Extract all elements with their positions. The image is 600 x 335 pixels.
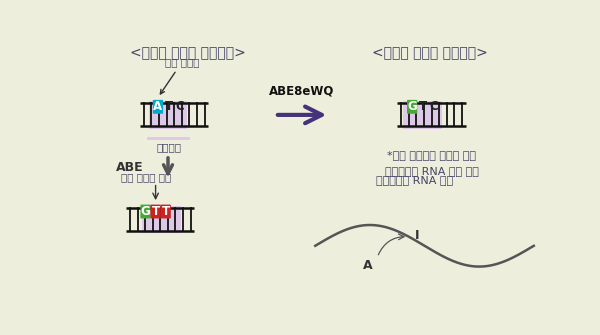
Text: A: A (363, 259, 373, 272)
Text: G: G (140, 205, 151, 218)
Text: C: C (175, 100, 184, 113)
Text: T: T (161, 205, 170, 218)
Text: T: T (152, 205, 160, 218)
Text: I: I (415, 228, 420, 242)
Bar (149, 101, 187, 129)
FancyBboxPatch shape (407, 100, 417, 114)
Text: <초정밀 아데닌 염기교정>: <초정밀 아데닌 염기교정> (372, 46, 488, 60)
Text: <기존의 아데닌 염기교정>: <기존의 아데닌 염기교정> (130, 46, 245, 60)
Text: 무작위적인 RNA 변이: 무작위적인 RNA 변이 (376, 175, 453, 185)
Bar (403, 101, 442, 129)
Text: G: G (407, 100, 417, 113)
FancyBboxPatch shape (161, 205, 171, 218)
Text: ABE: ABE (116, 161, 143, 174)
Text: C: C (430, 100, 438, 113)
Text: *표적 아데닌만 정확히 교정: *표적 아데닌만 정확히 교정 (387, 149, 476, 159)
Text: T: T (165, 100, 173, 113)
Text: 표적 아데닌: 표적 아데닌 (160, 57, 199, 94)
Text: 무작위적인 RNA 변이 없음: 무작위적인 RNA 변이 없음 (385, 166, 478, 176)
Bar (142, 206, 181, 233)
FancyArrowPatch shape (278, 107, 322, 123)
Text: 작동범위: 작동범위 (156, 143, 181, 153)
Text: ABE8eWQ: ABE8eWQ (269, 84, 335, 97)
Text: A: A (154, 100, 163, 113)
FancyBboxPatch shape (151, 205, 161, 218)
Text: 주변 시토신 치환: 주변 시토신 치환 (121, 173, 172, 183)
Text: T: T (419, 100, 427, 113)
FancyBboxPatch shape (140, 205, 151, 218)
FancyBboxPatch shape (153, 100, 163, 114)
